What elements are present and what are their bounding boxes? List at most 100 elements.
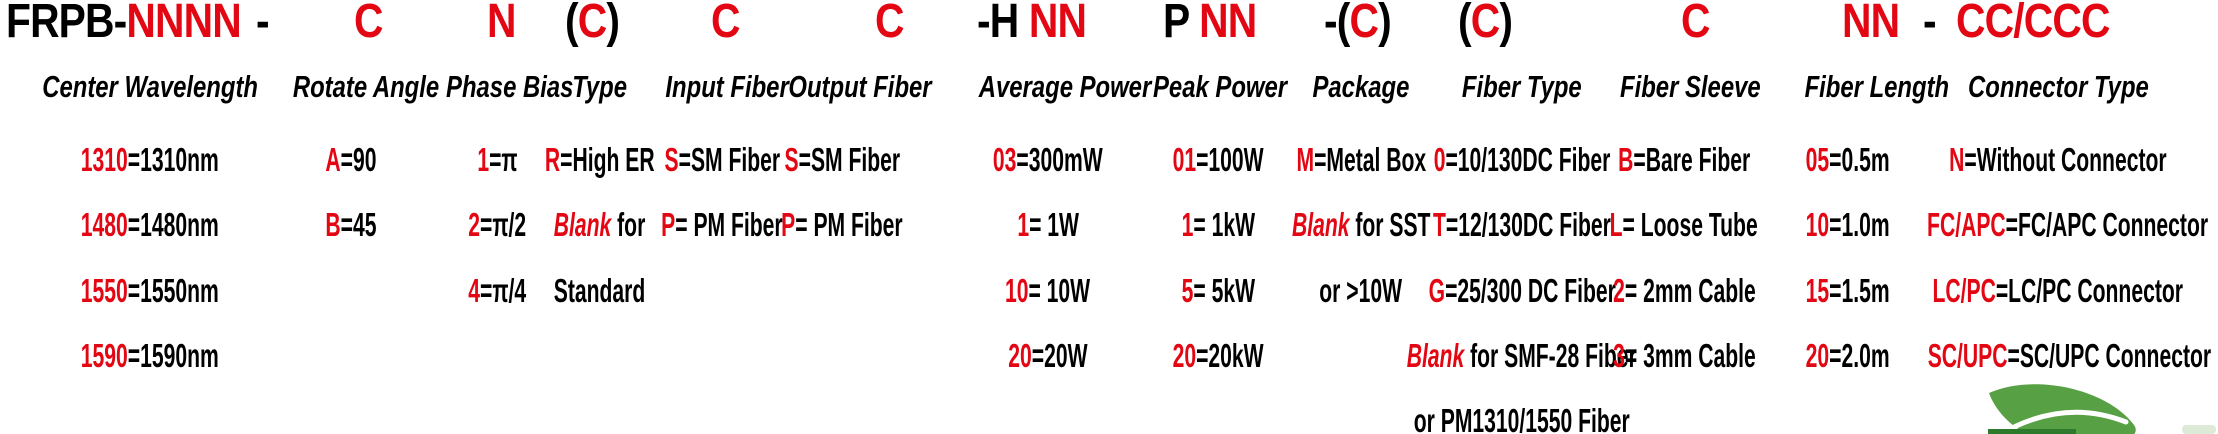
column-header-label: Center Wavelength <box>42 69 258 104</box>
code-segment-dash2: - <box>1923 0 1937 46</box>
option-label: =2.0m <box>1829 337 1890 374</box>
option-label: =π/4 <box>479 272 526 309</box>
option-label: for SMF-28 Fiber <box>1464 337 1638 374</box>
column-header: Fiber Length <box>1783 71 1950 102</box>
option-text: 1480=1480nm <box>81 208 219 241</box>
column-header-label: Output Fiber <box>788 69 932 104</box>
code-segment-model: FRPB-NNNN <box>6 0 242 46</box>
option-label: =20W <box>1031 337 1088 374</box>
option-row: or >10W <box>1206 274 1516 307</box>
option-text: 1= 1kW <box>1181 208 1254 241</box>
option-text: S=SM Fiber <box>784 143 900 176</box>
option-label: = PM Fiber <box>795 206 903 243</box>
option-row: 5= 5kW <box>1073 274 1363 307</box>
option-code: 0 <box>1433 141 1446 178</box>
option-code: 1 <box>1017 206 1029 243</box>
option-text: 10=1.0m <box>1806 208 1890 241</box>
code-part: C <box>577 0 607 48</box>
code-segment-type: (C) <box>565 0 620 48</box>
option-row: 1= 1W <box>893 208 1203 241</box>
option-row: Blank for SMF-28 Fiber <box>1337 339 1707 372</box>
option-row: T=12/130DC Fiber <box>1337 208 1707 241</box>
option-label: =π <box>488 141 518 178</box>
option-code: 5 <box>1181 272 1194 309</box>
option-text: A=90 <box>325 143 376 176</box>
option-text: 5= 5kW <box>1181 274 1254 307</box>
column-header-label: Peak Power <box>1153 69 1288 104</box>
option-label: = Loose Tube <box>1622 206 1759 243</box>
option-text: SC/UPC=SC/UPC Connector <box>1928 339 2211 372</box>
column-header: Type <box>525 71 675 102</box>
option-label: Blank <box>554 206 612 243</box>
option-code: 1 <box>476 141 489 178</box>
code-part: ) <box>606 0 620 48</box>
option-label: = 10W <box>1028 272 1091 309</box>
option-text: N=Without Connector <box>1949 143 2166 176</box>
option-label: =90 <box>340 141 377 178</box>
option-row: 01=100W <box>1073 143 1363 176</box>
option-text: or PM1310/1550 Fiber <box>1414 404 1630 434</box>
option-row: Standard <box>465 274 735 307</box>
option-code: 2 <box>1612 272 1625 309</box>
option-text: Blank for SMF-28 Fiber <box>1407 339 1637 372</box>
column-header: Fiber Sleeve <box>1599 71 1769 102</box>
option-code: 1590 <box>80 337 128 374</box>
option-code: 4 <box>468 272 480 309</box>
option-row: 1=π <box>367 143 627 176</box>
option-row: Blank for SST <box>1206 208 1516 241</box>
option-code: S <box>784 141 799 178</box>
option-text: FC/APC=FC/APC Connector <box>1927 208 2208 241</box>
code-part: C <box>711 0 740 48</box>
option-label: =Without Connector <box>1964 141 2167 178</box>
option-row: 10= 10W <box>893 274 1203 307</box>
code-segment-phase-bias: N <box>487 0 516 46</box>
column-header: Phase Bias <box>427 71 573 102</box>
option-label: =12/130DC Fiber <box>1445 206 1611 243</box>
option-label: Blank <box>1291 206 1350 243</box>
column-header: Connector Type <box>1908 71 2208 102</box>
code-part: CC/CCC <box>1956 0 2110 48</box>
option-code: 2 <box>468 206 480 243</box>
column-header: Input Fiber <box>647 71 797 102</box>
option-row: B=45 <box>211 208 491 241</box>
option-code: LC/PC <box>1932 272 1997 309</box>
option-label: =SM Fiber <box>678 141 780 178</box>
leaf-logo-fragment <box>2182 425 2216 434</box>
code-segment-fiber-length: NN <box>1842 0 1900 46</box>
option-text: Blank for <box>554 208 646 241</box>
option-label: =SM Fiber <box>798 141 900 178</box>
option-code: G <box>1428 272 1445 309</box>
option-code: 20 <box>1806 337 1830 374</box>
option-text: 1310=1310nm <box>81 143 219 176</box>
column-header-label: Connector Type <box>1967 69 2149 104</box>
option-label: =20kW <box>1195 337 1264 374</box>
option-code: R <box>545 141 561 178</box>
option-text: LC/PC=LC/PC Connector <box>1933 274 2184 307</box>
option-code: 20 <box>1008 337 1032 374</box>
code-part: NN <box>1028 0 1087 48</box>
option-row: 20=20W <box>893 339 1203 372</box>
option-row: A=90 <box>211 143 491 176</box>
option-code: 10 <box>1005 272 1029 309</box>
option-text: Blank for SST <box>1292 208 1430 241</box>
column-header-label: Package <box>1312 69 1410 104</box>
option-row: 1= 1kW <box>1073 208 1363 241</box>
option-row: 4=π/4 <box>367 274 627 307</box>
option-text: 03=300mW <box>993 143 1103 176</box>
column-connector-type: Connector Type N=Without Connector FC/APC=… <box>1908 0 2211 434</box>
code-part: C <box>1349 0 1379 48</box>
option-row: L= Loose Tube <box>1539 208 1829 241</box>
option-label: =0.5m <box>1829 141 1890 178</box>
option-row: R=High ER <box>465 143 735 176</box>
column-header: Peak Power <box>1133 71 1303 102</box>
option-text: 1590=1590nm <box>81 339 219 372</box>
column-output-fiber: Output Fiber S=SM Fiber P= PM Fiber <box>767 0 931 434</box>
option-text: 1550=1550nm <box>81 274 219 307</box>
option-code: T <box>1433 206 1446 243</box>
option-label: =SC/UPC Connector <box>2007 337 2212 374</box>
code-part: ( <box>565 0 579 48</box>
option-label: =Bare Fiber <box>1633 141 1751 178</box>
code-part: C <box>875 0 904 48</box>
option-text: 0=10/130DC Fiber <box>1434 143 1611 176</box>
column-header-label: Phase Bias <box>446 69 574 104</box>
